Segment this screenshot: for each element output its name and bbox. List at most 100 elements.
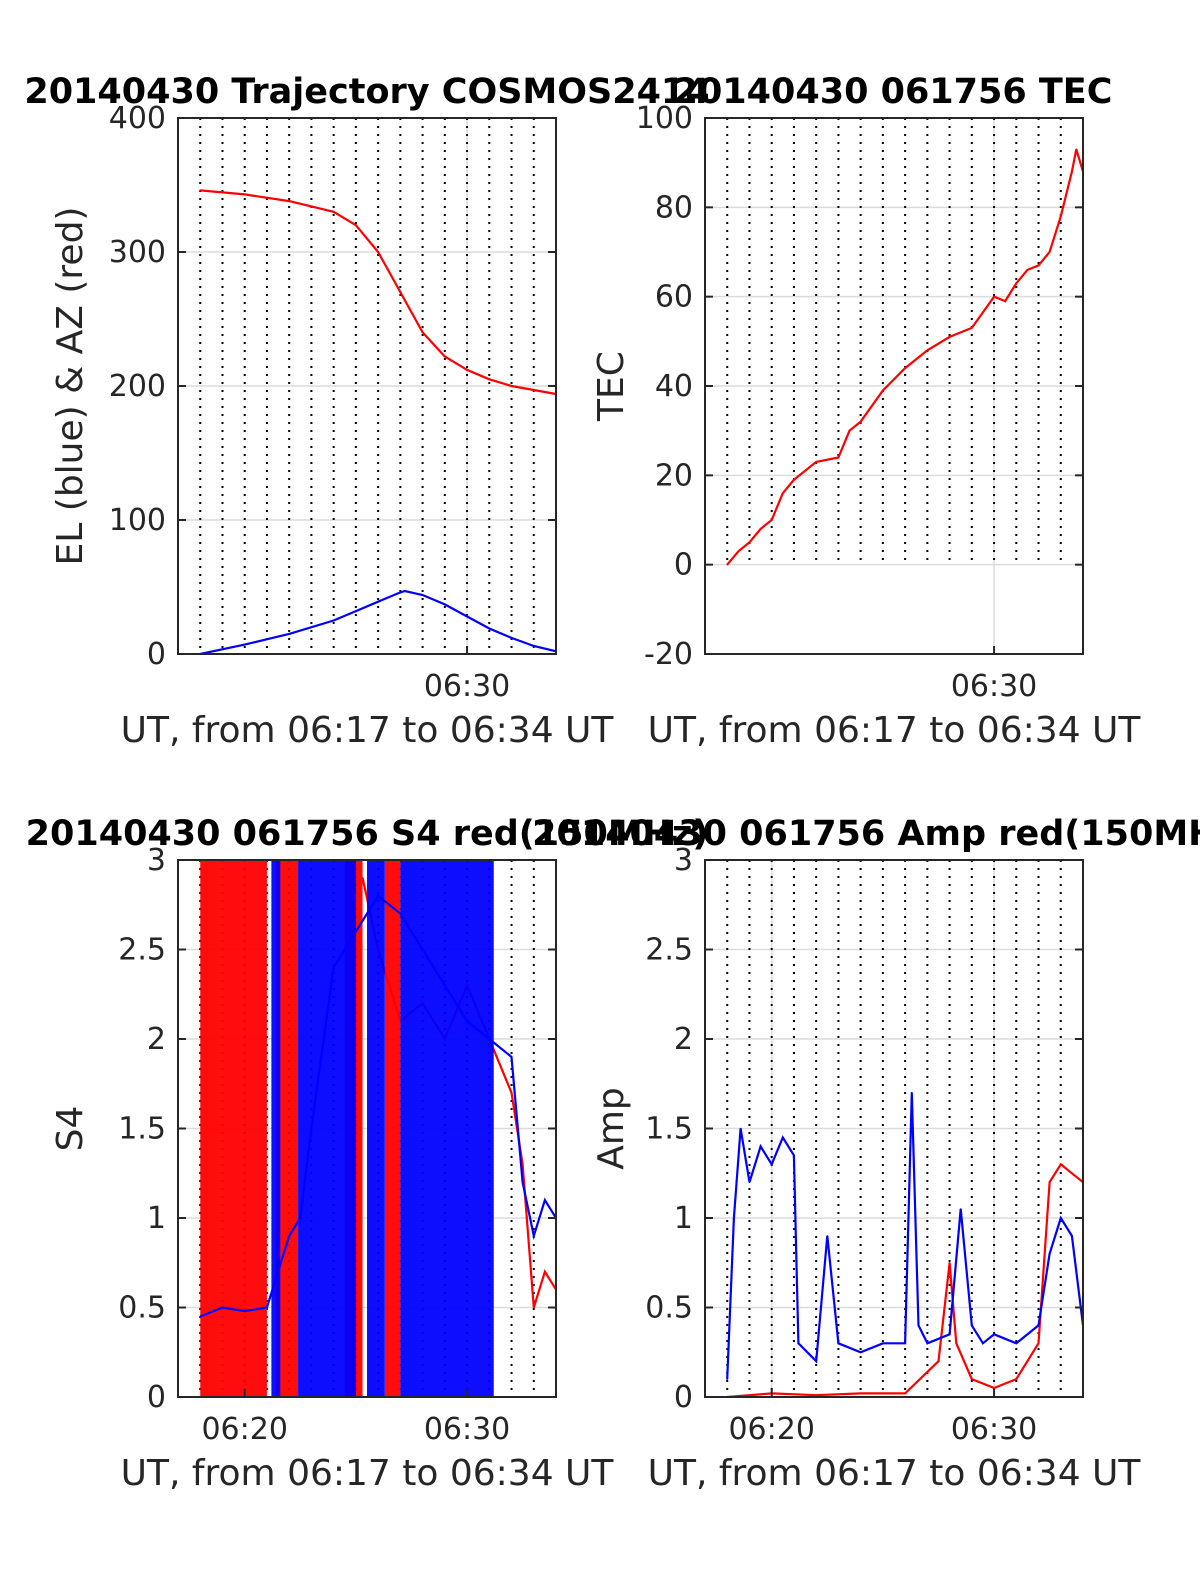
series-2-point (399, 591, 402, 594)
x-axis-label: UT, from 06:17 to 06:34 UT (121, 710, 615, 751)
series-1-point (759, 528, 762, 530)
series-1-fill-band (384, 860, 401, 1397)
series-1-point (737, 550, 740, 553)
series-2-point (532, 1235, 535, 1237)
series-1-point (848, 429, 851, 432)
y-tick-label: 2 (674, 1022, 693, 1057)
series-2-line (726, 1092, 1083, 1380)
y-tick-label: 0 (147, 637, 166, 672)
series-2-point (421, 948, 424, 951)
series-1-point (882, 389, 884, 392)
y-tick-label: 300 (109, 235, 166, 270)
series-2-point (243, 643, 246, 646)
series-1-point (1071, 170, 1073, 173)
series-1-point (971, 327, 973, 329)
series-2-point (199, 1315, 202, 1318)
chart-title: 20140430 061756 Amp red(150MHz) (532, 814, 1200, 854)
plot-area (726, 148, 1083, 566)
series-1-point (815, 461, 817, 463)
series-1-point (466, 369, 468, 371)
series-2-point (1071, 1235, 1073, 1237)
y-tick-label: 0 (147, 1380, 166, 1415)
series-1-point (815, 1394, 817, 1397)
y-axis-label: S4 (50, 1106, 91, 1152)
series-1-point (793, 479, 795, 481)
series-2-point (917, 1324, 920, 1327)
series-2-point (971, 1324, 973, 1327)
y-axis-label: TEC (591, 351, 632, 422)
series-2-point (982, 1342, 984, 1345)
series-2-point (739, 1127, 742, 1130)
series-2-point (288, 633, 290, 635)
series-2-point (221, 1306, 224, 1309)
series-2-point (332, 966, 335, 969)
series-2-point (837, 1342, 840, 1345)
y-tick-label: 60 (655, 280, 693, 315)
series-1-point (1037, 264, 1040, 267)
chart-panel-3: 0 0.5 1 1.5 2 2.5 3 06:20 06:30 UT, from 06:17 to… (26, 814, 709, 1494)
plot-area (199, 189, 556, 654)
series-2-point (826, 1235, 829, 1237)
series-2-point (904, 1342, 906, 1345)
series-1-point (1015, 1378, 1018, 1380)
series-1-point (1059, 1163, 1062, 1166)
y-tick-label: 0.5 (118, 1291, 166, 1326)
series-2-point (782, 1136, 784, 1139)
series-2-point (770, 1163, 773, 1166)
series-2-point (488, 1038, 491, 1040)
y-tick-label: 1 (147, 1201, 166, 1236)
series-2-point (959, 1208, 962, 1210)
series-2-point (1015, 1342, 1018, 1345)
series-2-fill-band (298, 860, 356, 1397)
series-2-point (1037, 1324, 1040, 1327)
x-tick-label: 06:30 (424, 1412, 510, 1447)
series-2-point (510, 1056, 513, 1058)
series-1-point (955, 1342, 958, 1345)
series-1-point (837, 456, 840, 459)
series-2-fill-band (367, 860, 385, 1397)
series-1-point (355, 224, 357, 226)
series-1-point (288, 200, 290, 202)
series-2-point (793, 1154, 795, 1157)
y-tick-label: 100 (109, 503, 166, 538)
series-2-point (466, 1020, 468, 1022)
series-2-point (910, 1091, 913, 1094)
series-1-point (488, 378, 491, 381)
series-1-point (399, 291, 402, 294)
series-2-line (199, 894, 556, 1318)
series-2-point (993, 1333, 995, 1336)
series-1-point (993, 295, 995, 298)
series-1-point (948, 336, 951, 338)
y-tick-label: 200 (109, 369, 166, 404)
series-1-point (1048, 251, 1051, 253)
series-2-point (733, 1217, 735, 1219)
series-1-point (421, 331, 424, 334)
series-2-point (299, 1217, 302, 1219)
series-1-point (510, 385, 513, 387)
series-1-fill-band (200, 860, 267, 1397)
series-2-point (332, 619, 335, 622)
series-1-point (1004, 300, 1006, 302)
series-1-point (361, 877, 364, 879)
series-2-point (948, 1333, 951, 1336)
series-2-point (759, 1145, 762, 1148)
series-1-point (532, 1306, 535, 1309)
y-tick-label: 0.5 (645, 1291, 693, 1326)
y-tick-label: 2 (147, 1022, 166, 1057)
series-1-point (1048, 1181, 1051, 1183)
series-1-point (904, 367, 906, 369)
y-axis-label: Amp (591, 1087, 632, 1170)
series-2-point (926, 1342, 929, 1345)
series-1-point (199, 189, 202, 192)
x-tick-label: 06:30 (424, 669, 510, 704)
y-tick-label: 2.5 (118, 933, 166, 968)
y-tick-label: 1.5 (118, 1112, 166, 1147)
series-1-point (770, 519, 773, 521)
series-1-point (377, 251, 379, 253)
y-axis-label: EL (blue) & AZ (red) (50, 207, 91, 566)
series-2-point (444, 984, 446, 987)
series-2-point (355, 930, 357, 933)
y-tick-label: 100 (636, 101, 693, 136)
